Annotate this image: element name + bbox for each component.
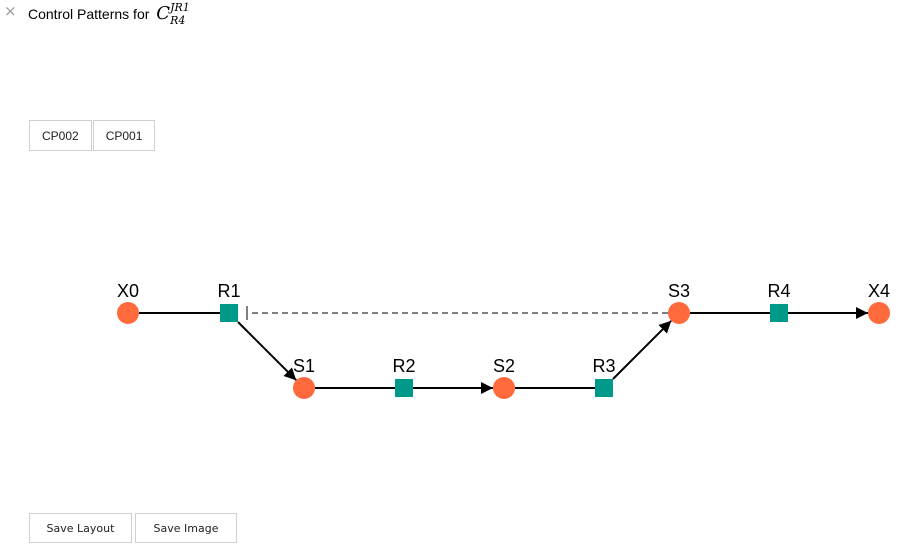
close-icon[interactable]: ×: [4, 2, 17, 20]
pattern-tabs: CP002 CP001: [29, 120, 156, 151]
edge-r1-s1: [237, 321, 297, 381]
node-label-x4: X4: [868, 281, 890, 301]
edges-layer: [139, 306, 868, 394]
node-label-s2: S2: [493, 356, 515, 376]
node-label-r2: R2: [392, 356, 415, 376]
node-label-s3: S3: [668, 281, 690, 301]
title-text: Control Patterns for: [28, 6, 150, 22]
footer-actions: Save Layout Save Image: [29, 513, 240, 543]
save-layout-button[interactable]: Save Layout: [29, 513, 132, 543]
node-r1[interactable]: [220, 304, 238, 322]
node-r3[interactable]: [595, 379, 613, 397]
node-x0[interactable]: [117, 302, 139, 324]
nodes-layer: [117, 302, 890, 399]
node-label-r4: R4: [767, 281, 790, 301]
math-script: JR1 R4: [170, 1, 190, 27]
node-label-s1: S1: [293, 356, 315, 376]
node-x4[interactable]: [868, 302, 890, 324]
title-math-symbol: C JR1 R4: [156, 1, 190, 27]
node-label-r3: R3: [592, 356, 615, 376]
node-s3[interactable]: [668, 302, 690, 324]
save-image-button[interactable]: Save Image: [135, 513, 237, 543]
labels-layer: X0 R1 S1 R2 S2 R3 S3 R4 X4: [117, 281, 890, 376]
node-s1[interactable]: [293, 377, 315, 399]
dialog-title: Control Patterns for C JR1 R4: [28, 1, 190, 27]
node-r4[interactable]: [770, 304, 788, 322]
node-label-r1: R1: [217, 281, 240, 301]
math-base: C: [156, 3, 171, 24]
node-label-x0: X0: [117, 281, 139, 301]
node-r2[interactable]: [395, 379, 413, 397]
tab-cp002[interactable]: CP002: [29, 120, 92, 151]
tab-cp001[interactable]: CP001: [92, 120, 156, 151]
math-subscript: R4: [170, 14, 186, 27]
edge-r3-s3: [612, 320, 672, 380]
math-superscript: JR1: [170, 1, 190, 14]
node-s2[interactable]: [493, 377, 515, 399]
